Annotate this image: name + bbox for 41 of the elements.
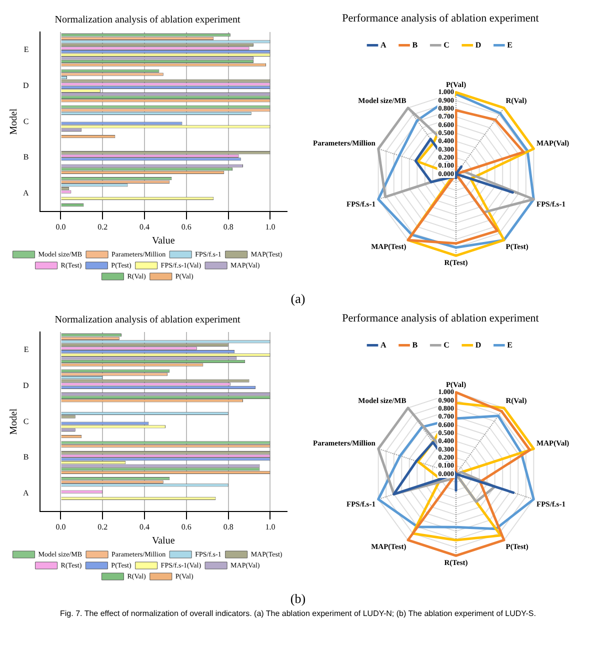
x-tick-label: 0.0 — [56, 222, 66, 232]
x-tick-label: 1.0 — [265, 222, 276, 232]
chart-title: Normalization analysis of ablation experiment — [54, 14, 240, 26]
legend-label: B — [412, 40, 418, 50]
x-tick-label: 0.8 — [223, 522, 234, 532]
y-tick-label: A — [22, 188, 29, 198]
x-tick-label: 1.0 — [265, 522, 276, 532]
x-tick-label: 0.0 — [56, 522, 66, 532]
x-tick-label: 0.6 — [181, 522, 192, 532]
y-axis-title: Model — [8, 108, 20, 135]
chart-title: Normalization analysis of ablation experiment — [54, 314, 240, 326]
legend-label: B — [412, 340, 418, 350]
x-tick-label: 0.6 — [181, 222, 192, 232]
y-tick-label: B — [23, 152, 29, 162]
y-tick-label: D — [22, 80, 29, 90]
x-axis-title: Value — [152, 536, 176, 547]
x-tick-label: 0.2 — [98, 522, 108, 532]
x-axis-title: Value — [152, 236, 176, 247]
chart-title: Performance analysis of ablation experiment — [342, 12, 539, 24]
y-tick-label: C — [23, 416, 29, 426]
y-tick-label: E — [24, 45, 29, 54]
y-tick-label: B — [23, 452, 29, 462]
caption: Fig. 7. The effect of normalization of overall indicators. (a) The ablation experiment of LUDY-N; (b) The ablation experiment of LUDY-S. — [59, 608, 537, 620]
text: (b) — [289, 590, 307, 608]
legend-label: E — [507, 340, 513, 350]
legend-label: E — [507, 40, 513, 50]
x-tick-label: 0.4 — [140, 222, 150, 232]
y-tick-label: D — [22, 380, 29, 390]
chart-title: Performance analysis of ablation experiment — [342, 312, 539, 324]
y-tick-label: E — [24, 345, 29, 354]
y-tick-label: A — [22, 488, 29, 498]
legend-label: D — [475, 340, 482, 350]
x-tick-label: 0.2 — [98, 222, 108, 232]
y-tick-label: C — [23, 116, 29, 126]
x-tick-label: 0.4 — [140, 522, 150, 532]
legend-label: D — [475, 40, 482, 50]
y-axis-title: Model — [8, 408, 20, 435]
legend-label: A — [380, 340, 386, 350]
legend-label: A — [380, 40, 386, 50]
x-tick-label: 0.8 — [223, 222, 234, 232]
text: (a) — [290, 290, 306, 308]
